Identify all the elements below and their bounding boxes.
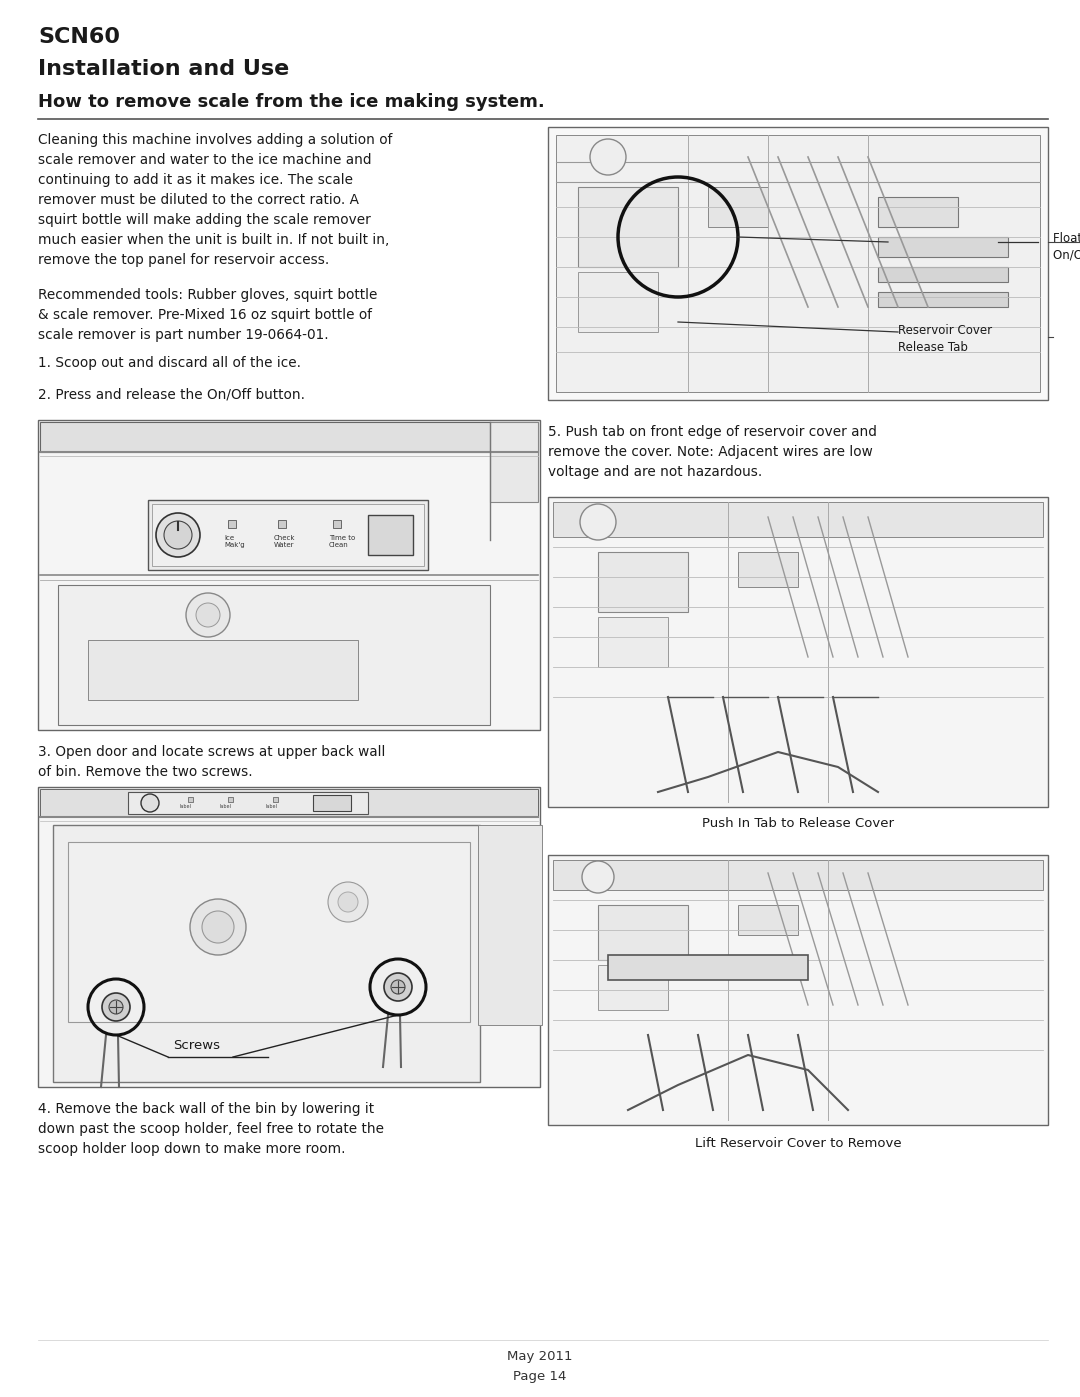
Circle shape: [156, 513, 200, 557]
Circle shape: [195, 604, 220, 627]
Circle shape: [582, 861, 615, 893]
Bar: [578, 187, 678, 267]
Bar: [598, 617, 669, 666]
Circle shape: [391, 981, 405, 995]
Bar: [228, 798, 233, 802]
Text: Page 14: Page 14: [513, 1370, 567, 1383]
Text: Reservoir Cover
Release Tab: Reservoir Cover Release Tab: [897, 324, 993, 353]
Text: label: label: [180, 805, 192, 809]
Text: Check
Water: Check Water: [274, 535, 296, 548]
Text: 4. Remove the back wall of the bin by lowering it
down past the scoop holder, fe: 4. Remove the back wall of the bin by lo…: [38, 1102, 384, 1157]
Bar: [878, 292, 1008, 307]
Bar: [598, 552, 688, 612]
Text: label: label: [265, 805, 276, 809]
Text: label: label: [220, 805, 232, 809]
Circle shape: [580, 504, 616, 541]
Bar: [278, 520, 286, 528]
Bar: [333, 520, 341, 528]
Circle shape: [384, 972, 411, 1002]
Bar: [38, 420, 540, 731]
Bar: [40, 422, 538, 453]
Text: Cleaning this machine involves adding a solution of
scale remover and water to t: Cleaning this machine involves adding a …: [38, 133, 392, 267]
Bar: [598, 905, 688, 960]
Bar: [490, 422, 538, 502]
Text: 1. Scoop out and discard all of the ice.: 1. Scoop out and discard all of the ice.: [38, 356, 301, 370]
Bar: [40, 789, 538, 817]
Text: Lift Reservoir Cover to Remove: Lift Reservoir Cover to Remove: [694, 1137, 902, 1150]
Circle shape: [190, 900, 246, 956]
Text: 3. Open door and locate screws at upper back wall
of bin. Remove the two screws.: 3. Open door and locate screws at upper …: [38, 745, 386, 780]
Bar: [608, 956, 808, 981]
Text: Recommended tools: Rubber gloves, squirt bottle
& scale remover. Pre-Mixed 16 oz: Recommended tools: Rubber gloves, squirt…: [38, 288, 377, 342]
Bar: [553, 861, 1043, 890]
Circle shape: [164, 521, 192, 549]
Bar: [188, 798, 193, 802]
Text: 5. Push tab on front edge of reservoir cover and
remove the cover. Note: Adjacen: 5. Push tab on front edge of reservoir c…: [548, 425, 877, 479]
Text: Ice
Mak'g: Ice Mak'g: [224, 535, 245, 548]
Circle shape: [338, 893, 357, 912]
Circle shape: [186, 592, 230, 637]
Text: Time to
Clean: Time to Clean: [329, 535, 355, 548]
Bar: [228, 520, 237, 528]
Bar: [148, 500, 428, 570]
Text: May 2011: May 2011: [508, 1350, 572, 1363]
Bar: [598, 965, 669, 1010]
Bar: [152, 504, 424, 566]
Bar: [273, 798, 278, 802]
Text: Screws: Screws: [173, 1039, 220, 1052]
Text: Float Valve
On/Off Lever: Float Valve On/Off Lever: [1053, 232, 1080, 263]
Text: 2. Press and release the On/Off button.: 2. Press and release the On/Off button.: [38, 388, 305, 402]
Circle shape: [109, 1000, 123, 1014]
Bar: [708, 187, 768, 226]
Text: Installation and Use: Installation and Use: [38, 59, 289, 80]
Bar: [38, 787, 540, 1087]
Bar: [878, 237, 1008, 257]
Circle shape: [202, 911, 234, 943]
Bar: [368, 515, 413, 555]
Bar: [58, 585, 490, 725]
Bar: [68, 842, 470, 1023]
Text: Clean
Reset: Clean Reset: [374, 522, 394, 535]
Bar: [738, 552, 798, 587]
Bar: [556, 136, 1040, 393]
Bar: [548, 497, 1048, 807]
Circle shape: [102, 993, 130, 1021]
Circle shape: [328, 882, 368, 922]
Bar: [878, 267, 1008, 282]
Circle shape: [590, 138, 626, 175]
Bar: [553, 502, 1043, 536]
Text: How to remove scale from the ice making system.: How to remove scale from the ice making …: [38, 94, 544, 110]
Bar: [478, 826, 542, 1025]
Bar: [129, 792, 368, 814]
Bar: [313, 795, 351, 812]
Bar: [87, 640, 357, 700]
Bar: [878, 197, 958, 226]
Polygon shape: [53, 826, 480, 1083]
Circle shape: [141, 793, 159, 812]
Bar: [548, 127, 1048, 400]
Bar: [548, 855, 1048, 1125]
Bar: [578, 272, 658, 332]
Bar: [738, 905, 798, 935]
Text: SCN60: SCN60: [38, 27, 120, 47]
Text: Push In Tab to Release Cover: Push In Tab to Release Cover: [702, 817, 894, 830]
